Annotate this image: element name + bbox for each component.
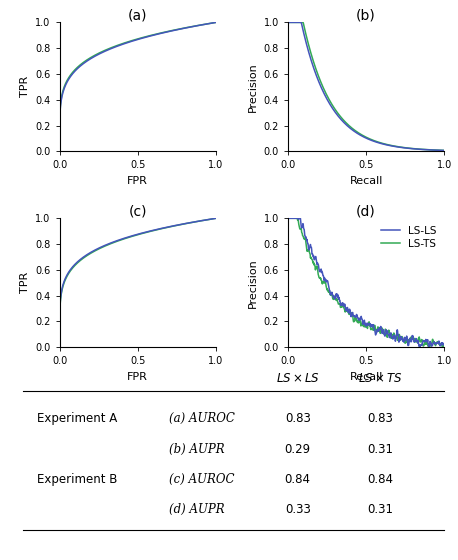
Text: (a) AUROC: (a) AUROC bbox=[169, 412, 235, 426]
Text: (d) AUPR: (d) AUPR bbox=[169, 503, 225, 516]
Text: Experiment A: Experiment A bbox=[37, 412, 117, 426]
Text: 0.31: 0.31 bbox=[367, 442, 393, 456]
Text: 0.31: 0.31 bbox=[367, 503, 393, 516]
Y-axis label: TPR: TPR bbox=[20, 272, 30, 293]
Y-axis label: Precision: Precision bbox=[248, 62, 258, 111]
Title: (b): (b) bbox=[356, 8, 376, 22]
Text: (b) AUPR: (b) AUPR bbox=[169, 442, 225, 456]
Title: (c): (c) bbox=[129, 204, 147, 218]
Text: 0.33: 0.33 bbox=[285, 503, 311, 516]
X-axis label: FPR: FPR bbox=[127, 176, 148, 186]
Text: 0.84: 0.84 bbox=[285, 473, 311, 486]
Text: $LS \times LS$: $LS \times LS$ bbox=[276, 372, 320, 385]
Y-axis label: TPR: TPR bbox=[20, 76, 30, 97]
X-axis label: Recall: Recall bbox=[349, 372, 383, 382]
Y-axis label: Precision: Precision bbox=[248, 258, 258, 307]
Text: (c) AUROC: (c) AUROC bbox=[169, 473, 235, 486]
Text: 0.83: 0.83 bbox=[285, 412, 311, 426]
X-axis label: FPR: FPR bbox=[127, 372, 148, 382]
Text: 0.29: 0.29 bbox=[284, 442, 311, 456]
Text: $LS \times TS$: $LS \times TS$ bbox=[358, 372, 403, 385]
Text: 0.83: 0.83 bbox=[367, 412, 393, 426]
Text: Experiment B: Experiment B bbox=[37, 473, 117, 486]
Legend: LS-LS, LS-TS: LS-LS, LS-TS bbox=[379, 223, 439, 251]
X-axis label: Recall: Recall bbox=[349, 176, 383, 186]
Text: 0.84: 0.84 bbox=[367, 473, 393, 486]
Title: (d): (d) bbox=[356, 204, 376, 218]
Title: (a): (a) bbox=[128, 8, 147, 22]
